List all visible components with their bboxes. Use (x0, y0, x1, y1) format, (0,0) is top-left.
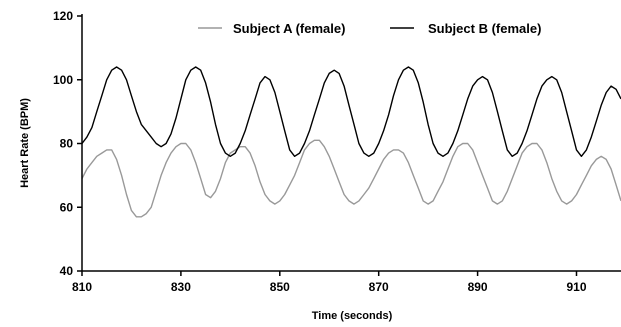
y-tick-label: 80 (60, 137, 74, 151)
legend-label-subject-b: Subject B (female) (428, 21, 541, 36)
y-tick-label: 40 (60, 264, 74, 278)
x-tick-label: 810 (72, 280, 92, 294)
y-axis-title: Heart Rate (BPM) (19, 98, 31, 188)
x-tick-label: 850 (270, 280, 290, 294)
series-line-subject-b (81, 66, 621, 158)
series-line-subject-a (81, 139, 621, 218)
legend: Subject A (female) Subject B (female) (198, 21, 541, 36)
x-tick-label: 890 (468, 280, 488, 294)
legend-label-subject-a: Subject A (female) (233, 21, 345, 36)
x-tick-label: 830 (171, 280, 191, 294)
y-tick-label: 120 (53, 9, 73, 23)
axes (81, 14, 621, 272)
series-layer (81, 66, 621, 218)
x-axis-title: Time (seconds) (312, 310, 393, 322)
y-tick-label: 60 (60, 200, 74, 214)
y-tick-label: 100 (53, 73, 73, 87)
x-tick-label: 870 (369, 280, 389, 294)
ticks: 40 60 80 100 120 810 830 850 870 890 910 (53, 9, 587, 294)
x-tick-label: 910 (566, 280, 586, 294)
